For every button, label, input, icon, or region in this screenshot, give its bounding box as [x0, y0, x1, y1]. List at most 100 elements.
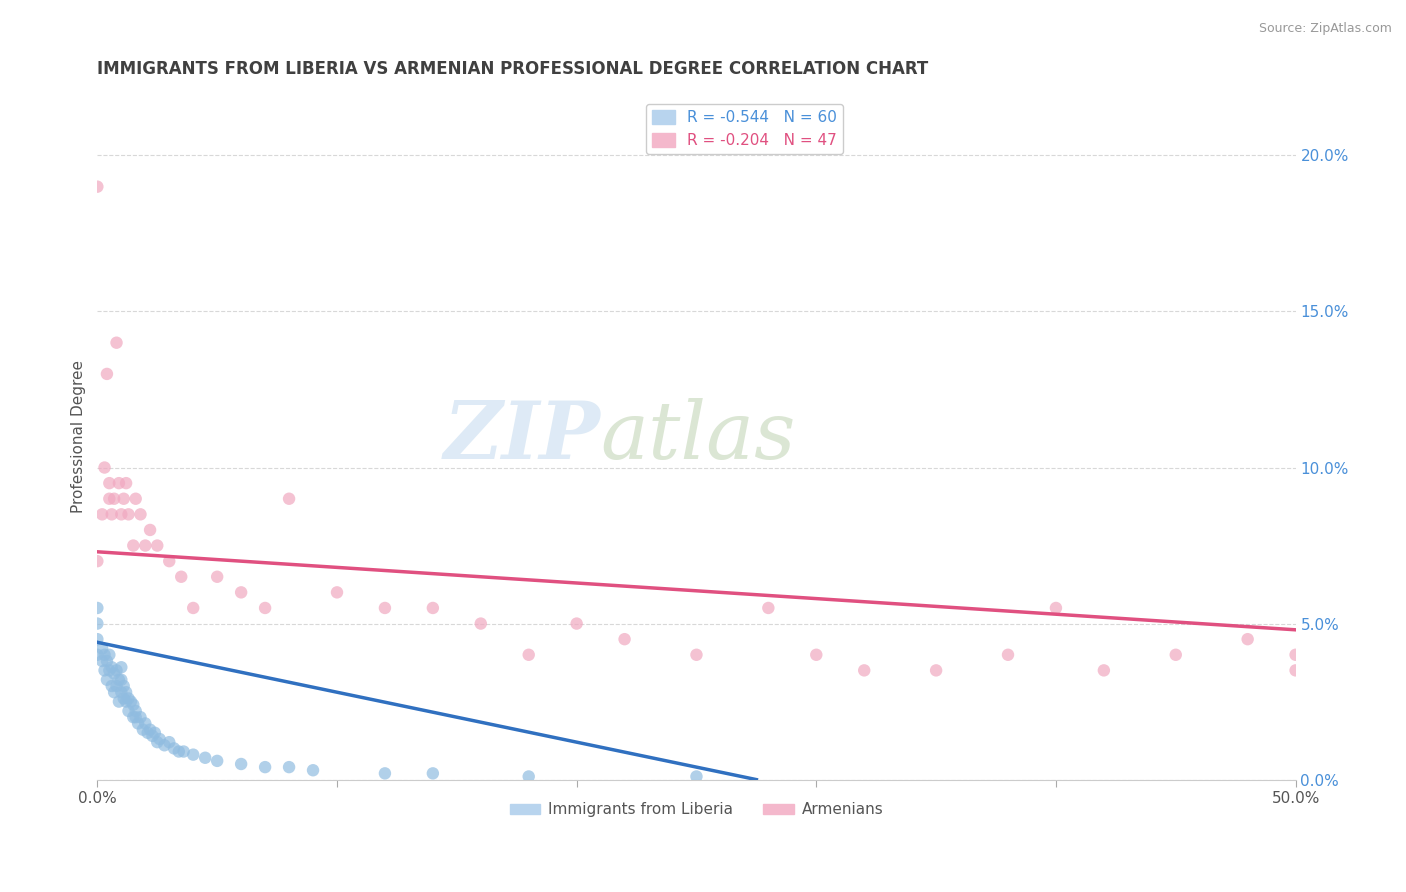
Point: [91, 654, 114, 668]
Point: [100, 508, 122, 522]
Point: [925, 664, 948, 678]
Point: [1284, 664, 1306, 678]
Point: [108, 476, 131, 491]
Point: [374, 601, 396, 615]
Text: ZIP: ZIP: [444, 398, 600, 475]
Point: [112, 691, 135, 706]
Point: [120, 695, 142, 709]
Point: [470, 616, 492, 631]
Point: [100, 679, 122, 693]
Y-axis label: Professional Degree: Professional Degree: [72, 359, 86, 513]
Point: [139, 523, 162, 537]
Point: [613, 632, 636, 647]
Point: [117, 704, 139, 718]
Point: [194, 751, 217, 765]
Point: [517, 769, 540, 783]
Point: [170, 570, 193, 584]
Point: [110, 673, 132, 687]
Point: [685, 648, 707, 662]
Point: [129, 508, 152, 522]
Point: [422, 601, 444, 615]
Point: [1164, 648, 1187, 662]
Point: [115, 695, 138, 709]
Point: [205, 754, 228, 768]
Point: [181, 601, 204, 615]
Point: [326, 585, 349, 599]
Point: [122, 698, 145, 712]
Point: [134, 539, 156, 553]
Point: [205, 570, 228, 584]
Text: Source: ZipAtlas.com: Source: ZipAtlas.com: [1258, 22, 1392, 36]
Point: [853, 664, 876, 678]
Point: [157, 554, 180, 568]
Point: [685, 769, 707, 783]
Point: [105, 335, 128, 350]
Point: [117, 691, 139, 706]
Point: [139, 723, 162, 737]
Legend: Immigrants from Liberia, Armenians: Immigrants from Liberia, Armenians: [503, 797, 890, 823]
Point: [110, 685, 132, 699]
Point: [98, 664, 121, 678]
Point: [100, 660, 122, 674]
Point: [127, 716, 149, 731]
Point: [86, 179, 108, 194]
Point: [1284, 648, 1306, 662]
Point: [129, 710, 152, 724]
Point: [103, 666, 125, 681]
Point: [149, 732, 172, 747]
Point: [278, 491, 301, 506]
Point: [231, 757, 253, 772]
Point: [1045, 601, 1067, 615]
Point: [254, 601, 277, 615]
Point: [91, 508, 114, 522]
Point: [110, 660, 132, 674]
Text: atlas: atlas: [600, 398, 796, 475]
Point: [110, 508, 132, 522]
Point: [125, 710, 148, 724]
Point: [93, 460, 115, 475]
Point: [91, 641, 114, 656]
Point: [122, 710, 145, 724]
Point: [146, 735, 169, 749]
Point: [134, 716, 156, 731]
Point: [143, 726, 166, 740]
Point: [93, 664, 115, 678]
Point: [756, 601, 779, 615]
Point: [103, 491, 125, 506]
Point: [1236, 632, 1258, 647]
Point: [86, 616, 108, 631]
Point: [98, 491, 121, 506]
Point: [517, 648, 540, 662]
Point: [117, 508, 139, 522]
Point: [112, 679, 135, 693]
Point: [806, 648, 828, 662]
Point: [122, 539, 145, 553]
Point: [136, 726, 159, 740]
Point: [181, 747, 204, 762]
Point: [254, 760, 277, 774]
Point: [98, 476, 121, 491]
Point: [115, 476, 138, 491]
Point: [105, 664, 128, 678]
Point: [86, 648, 108, 662]
Point: [86, 554, 108, 568]
Point: [167, 745, 190, 759]
Point: [153, 739, 176, 753]
Point: [108, 673, 131, 687]
Point: [96, 673, 118, 687]
Point: [112, 491, 135, 506]
Point: [231, 585, 253, 599]
Point: [125, 491, 148, 506]
Point: [422, 766, 444, 780]
Point: [173, 745, 195, 759]
Point: [93, 648, 115, 662]
Point: [1092, 664, 1115, 678]
Point: [132, 723, 155, 737]
Text: IMMIGRANTS FROM LIBERIA VS ARMENIAN PROFESSIONAL DEGREE CORRELATION CHART: IMMIGRANTS FROM LIBERIA VS ARMENIAN PROF…: [97, 60, 928, 78]
Point: [96, 367, 118, 381]
Point: [278, 760, 301, 774]
Point: [103, 685, 125, 699]
Point: [98, 648, 121, 662]
Point: [108, 695, 131, 709]
Point: [141, 729, 163, 743]
